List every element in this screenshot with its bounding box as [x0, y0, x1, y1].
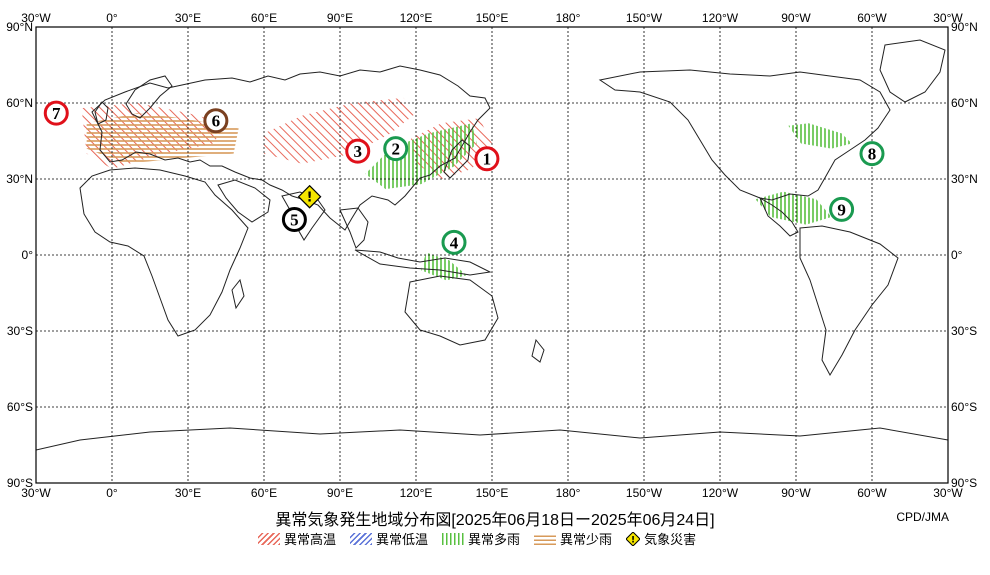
lon-tick-label-top: 30°W	[933, 11, 963, 25]
lat-tick-label-left: 30°S	[7, 324, 33, 338]
lon-tick-label-top: 90°E	[327, 11, 353, 25]
lat-tick-label-right: 90°S	[951, 476, 977, 490]
anomaly-region-dry	[86, 113, 239, 164]
lon-tick-label-top: 60°W	[857, 11, 887, 25]
lon-tick-label-bottom: 120°W	[702, 486, 739, 500]
region-marker-1: 1	[474, 146, 500, 172]
region-marker-4: 4	[441, 229, 467, 255]
lat-tick-label-right: 30°S	[951, 324, 977, 338]
marker-circle	[474, 146, 500, 172]
lat-tick-label-left: 30°N	[6, 172, 33, 186]
lat-tick-label-right: 0°	[951, 248, 963, 262]
lon-tick-label-bottom: 30°W	[21, 486, 51, 500]
legend-label: 異常多雨	[468, 532, 521, 547]
lon-tick-label-bottom: 120°E	[400, 486, 433, 500]
marker-number: 7	[52, 104, 61, 123]
map-frame	[35, 26, 949, 484]
lon-tick-label-bottom: 30°E	[175, 486, 201, 500]
legend-item-wet: 異常多雨	[442, 529, 520, 548]
lon-tick-label-top: 150°W	[626, 11, 663, 25]
lat-tick-label-left: 60°N	[6, 96, 33, 110]
marker-number: 4	[450, 233, 459, 252]
disaster-glyph: !	[307, 191, 313, 206]
hot-swatch	[258, 532, 280, 545]
dry-swatch	[534, 532, 557, 545]
region-marker-9: 9	[829, 196, 855, 222]
anomaly-region-wet	[365, 123, 477, 190]
credit: CPD/JMA	[896, 510, 949, 524]
warning-icon: !	[626, 531, 641, 546]
marker-circle	[441, 229, 467, 255]
lat-tick-label-right: 90°N	[951, 20, 978, 34]
lat-tick-label-right: 60°N	[951, 96, 978, 110]
region-marker-2: 2	[383, 136, 409, 162]
lon-tick-label-bottom: 150°W	[626, 486, 663, 500]
coastlines	[36, 39, 948, 451]
lat-tick-label-left: 0°	[22, 248, 34, 262]
marker-circle	[43, 100, 69, 126]
legend-label: 異常低温	[376, 532, 429, 547]
lon-tick-label-top: 120°E	[400, 11, 433, 25]
lon-tick-label-bottom: 150°E	[476, 486, 509, 500]
marker-number: 8	[868, 145, 877, 164]
region-marker-7: 7	[43, 100, 69, 126]
wet-swatch	[442, 532, 465, 545]
marker-number: 3	[353, 142, 362, 161]
lon-tick-label-top: 60°E	[251, 11, 277, 25]
legend-item-hot: 異常高温	[258, 529, 336, 548]
legend-item-dry: 異常少雨	[534, 529, 612, 548]
lon-tick-label-bottom: 0°	[106, 486, 118, 500]
marker-circle	[203, 108, 229, 134]
lat-tick-label-right: 60°S	[951, 400, 977, 414]
marker-number: 6	[212, 112, 221, 131]
legend-item-disaster: ! 気象災害	[626, 529, 696, 548]
region-marker-5: 5	[281, 207, 307, 233]
legend-label: 気象災害	[644, 532, 697, 547]
marker-circle	[345, 138, 371, 164]
legend: 異常高温 異常低温 異常多雨 異常少雨 ! 気象災害	[258, 529, 696, 548]
marker-circle	[383, 136, 409, 162]
region-marker-6: 6	[203, 108, 229, 134]
lon-tick-label-bottom: 90°W	[781, 486, 811, 500]
lon-tick-label-bottom: 180°	[556, 486, 581, 500]
legend-label: 異常高温	[284, 532, 337, 547]
cold-swatch	[350, 532, 373, 545]
disaster-warning-icon: !	[297, 184, 322, 209]
lon-tick-label-top: 30°E	[175, 11, 201, 25]
lon-tick-label-top: 0°	[106, 11, 118, 25]
marker-circle	[859, 141, 885, 167]
lon-tick-label-top: 150°E	[476, 11, 509, 25]
legend-item-cold: 異常低温	[350, 529, 428, 548]
lon-tick-label-top: 30°W	[21, 11, 51, 25]
region-marker-8: 8	[859, 141, 885, 167]
lon-tick-label-bottom: 30°W	[933, 486, 963, 500]
map-title: 異常気象発生地域分布図[2025年06月18日ー2025年06月24日]	[275, 512, 715, 529]
marker-number: 5	[290, 211, 299, 230]
region-marker-3: 3	[345, 138, 371, 164]
marker-circle	[281, 207, 307, 233]
lat-tick-label-left: 60°S	[7, 400, 33, 414]
lon-tick-label-top: 120°W	[702, 11, 739, 25]
anomaly-region-wet	[788, 123, 852, 149]
svg-text:!: !	[631, 535, 635, 545]
legend-label: 異常少雨	[560, 532, 613, 547]
graticule	[36, 27, 948, 483]
marker-number: 9	[837, 200, 846, 219]
anomaly-region-wet	[755, 191, 832, 225]
lon-tick-label-bottom: 90°E	[327, 486, 353, 500]
anomaly-region-wet	[421, 252, 467, 281]
marker-circle	[829, 196, 855, 222]
lat-tick-label-left: 90°N	[6, 20, 33, 34]
marker-number: 1	[483, 150, 492, 169]
anomaly-region-hot	[264, 97, 416, 164]
lon-tick-label-bottom: 60°W	[857, 486, 887, 500]
lon-tick-label-bottom: 60°E	[251, 486, 277, 500]
lat-tick-label-right: 30°N	[951, 172, 978, 186]
lon-tick-label-top: 90°W	[781, 11, 811, 25]
lon-tick-label-top: 180°	[556, 11, 581, 25]
marker-number: 2	[391, 140, 400, 159]
lat-tick-label-left: 90°S	[7, 476, 33, 490]
